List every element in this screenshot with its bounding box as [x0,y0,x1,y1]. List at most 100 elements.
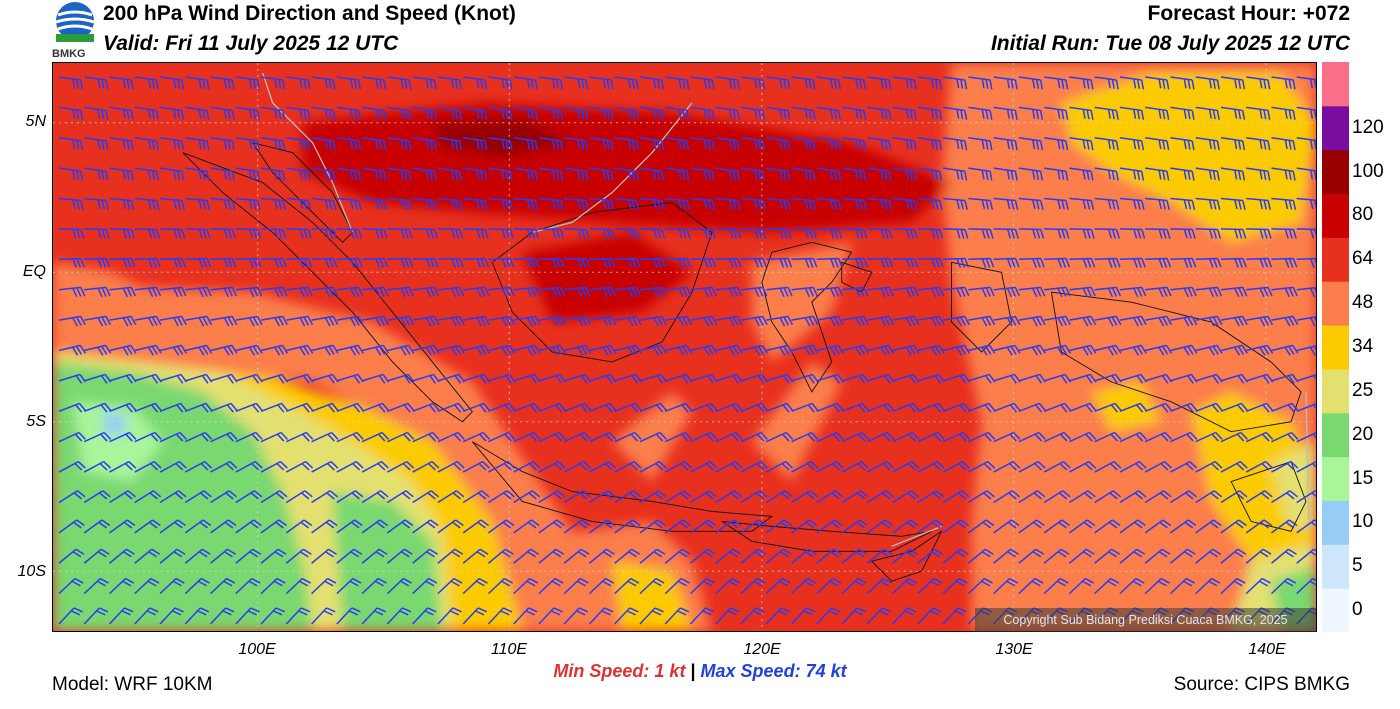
wind-barb [1044,136,1069,151]
wind-barb [841,490,869,504]
wind-barb [841,577,867,595]
wind-barb [1119,286,1147,298]
wind-barb [816,286,844,298]
wind-barb [412,460,440,473]
wind-barb [58,460,86,473]
wind-barb [867,197,893,210]
wind-barb [311,344,339,356]
wind-barb [210,402,238,413]
wind-barb [892,344,920,356]
wind-barb [1018,136,1044,151]
wind-barb [866,460,895,473]
wind-barb [791,519,818,534]
wind-barb [589,228,615,239]
wind-barb [159,607,184,625]
wind-barb [336,402,364,413]
wind-barb [1094,76,1119,90]
wind-barb [841,76,867,90]
wind-barb [134,315,162,327]
wind-barb [614,286,642,298]
wind-barb [1271,228,1297,239]
wind-barb [614,460,642,473]
wind-barb [361,315,389,327]
wind-barb [1069,136,1094,151]
wind-barb [1144,460,1172,473]
wind-barb [336,315,364,327]
wind-barb [1119,76,1145,90]
wind-barb [83,548,110,564]
wind-barb [1169,519,1197,534]
wind-barb [993,228,1019,239]
wind-barb [1170,106,1195,120]
colorbar-label: 10 [1352,511,1374,533]
wind-barb [639,519,666,534]
wind-barb [1145,106,1170,120]
wind-barb [412,286,440,298]
wind-barb [690,519,717,534]
wind-barb [210,315,238,327]
wind-barb [690,315,718,327]
wind-barb [160,228,186,239]
wind-barb [892,315,920,327]
wind-barb [260,577,286,595]
wind-barb [968,315,996,327]
wind-barb [513,519,540,534]
wind-barb [235,548,262,564]
wind-barb [463,76,488,90]
wind-barb [84,76,109,90]
wind-barb [1170,197,1196,210]
wind-barb [967,519,995,534]
wind-barb [791,431,819,443]
wind-barb [361,344,390,356]
wind-barb [285,548,312,564]
wind-barb [311,257,338,268]
wind-barb [185,106,210,120]
wind-barb [563,490,591,504]
wind-barb [538,106,564,120]
wind-barb [942,460,970,473]
wind-barb [1296,286,1316,298]
wind-barb [210,228,236,239]
wind-barb [336,490,364,504]
wind-barb [564,197,589,210]
wind-barb [791,490,818,504]
wind-barb [185,402,213,413]
wind-barb [210,197,236,210]
colorbar-swatch [1322,544,1349,589]
wind-barb [1069,286,1096,298]
wind-barb [740,197,766,210]
wind-barb [1119,490,1147,504]
wind-barb [564,257,591,268]
wind-barb [210,76,235,90]
wind-barb [387,197,413,210]
wind-barb [488,257,515,268]
wind-barb [513,106,538,120]
wind-barbs [58,76,1316,625]
wind-barb [488,136,513,151]
wind-barb [185,228,211,239]
wind-barb [690,136,715,151]
wind-barb [437,402,466,413]
wind-barb [967,490,995,504]
wind-barb [1018,577,1044,595]
wind-barb [311,76,336,90]
wind-barb [943,228,969,239]
wind-barb [84,315,112,327]
speed-separator: | [690,661,696,681]
wind-barb [1018,286,1046,298]
wind-barb [538,257,565,268]
wind-barb [1094,577,1120,595]
wind-barb [943,197,968,210]
wind-barb [892,402,920,413]
copyright-notice: Copyright Sub Bidang Prediksi Cuaca BMKG… [975,608,1316,632]
wind-barb [867,76,892,90]
wind-barb [1144,402,1173,413]
wind-barb [1246,315,1274,327]
wind-barb [1220,76,1246,90]
wind-barb [715,286,743,298]
wind-barb [462,548,489,564]
lon-label-120e: 120E [743,641,781,658]
wind-barb [58,197,84,210]
wind-barb [210,519,237,534]
wind-barb [159,167,185,181]
